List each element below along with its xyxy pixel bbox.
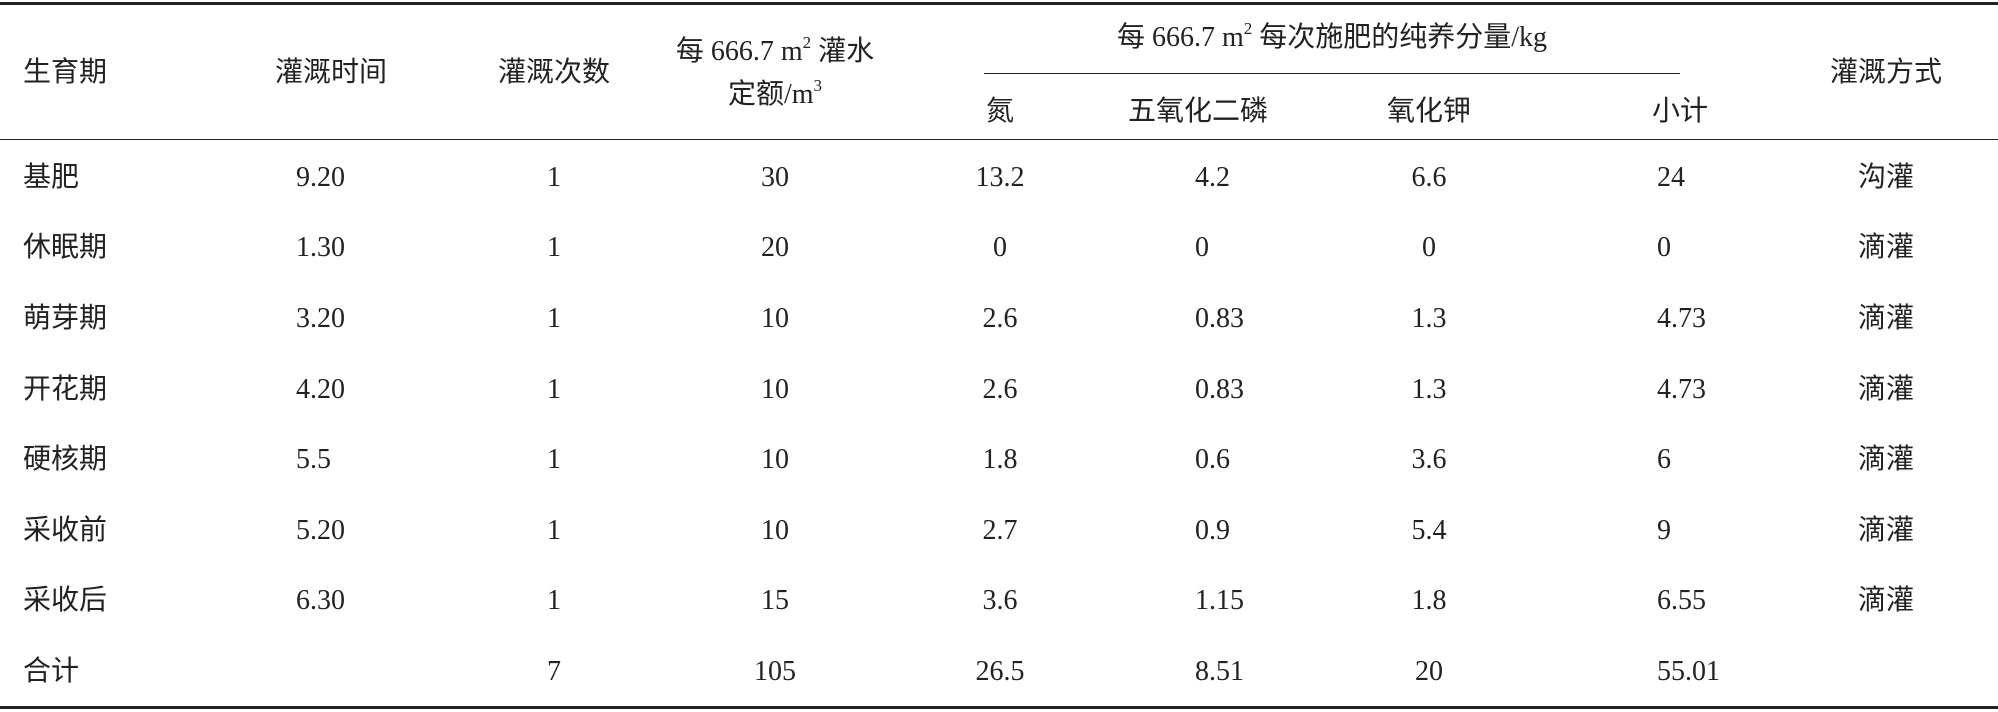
table-cell: 休眠期 <box>23 232 108 263</box>
table-cell: 滴灌 <box>1857 515 1915 546</box>
table-cell: 3.6 <box>982 585 1018 616</box>
table-cell: 合计 <box>23 656 80 687</box>
header-cell: 小计 <box>1651 96 1709 127</box>
header-cell: 氮 <box>985 96 1015 127</box>
table-cell: 5.4 <box>1411 515 1447 546</box>
table-cell: 2.7 <box>982 515 1018 546</box>
table-cell: 采收前 <box>23 515 108 546</box>
table-cell: 萌芽期 <box>23 303 108 334</box>
table-cell: 15 <box>761 585 789 616</box>
table-cell: 6.55 <box>1657 585 1706 616</box>
header-cell: 每 666.7 m2 灌水 <box>675 33 875 69</box>
table-cell: 5.20 <box>296 515 345 546</box>
table-cell: 沟灌 <box>1857 162 1915 193</box>
superscript: 3 <box>813 76 823 95</box>
table-cell: 7 <box>547 656 561 687</box>
header-text: 灌水 <box>811 36 875 67</box>
table-cell: 滴灌 <box>1857 444 1915 475</box>
table-cell: 1.3 <box>1411 374 1447 405</box>
table-cell: 1 <box>547 232 561 263</box>
table-cell: 9.20 <box>296 162 345 193</box>
table-cell: 基肥 <box>23 162 80 193</box>
table-cell: 10 <box>761 444 789 475</box>
table-cell: 硬核期 <box>23 444 108 475</box>
table-cell: 1.8 <box>1411 585 1447 616</box>
table-cell: 8.51 <box>1195 656 1244 687</box>
header-cell: 五氧化二磷 <box>1127 96 1269 127</box>
table-cell: 1.30 <box>296 232 345 263</box>
header-cell: 灌溉次数 <box>497 57 611 88</box>
table-cell: 3.6 <box>1411 444 1447 475</box>
table-cell: 1.8 <box>982 444 1018 475</box>
table-cell: 滴灌 <box>1857 374 1915 405</box>
table-cell: 1 <box>547 444 561 475</box>
table-cell: 6.30 <box>296 585 345 616</box>
header-cell: 氧化钾 <box>1386 96 1472 127</box>
table-cell: 4.73 <box>1657 303 1706 334</box>
table-cell: 10 <box>761 374 789 405</box>
table-cell: 滴灌 <box>1857 232 1915 263</box>
header-cell: 定额/m3 <box>727 76 823 112</box>
table-cell: 0 <box>993 232 1007 263</box>
table-cell: 1.3 <box>1411 303 1447 334</box>
table-cell: 5.5 <box>296 444 331 475</box>
header-text: 每 666.7 m <box>1116 22 1244 53</box>
table-cell: 0.9 <box>1195 515 1230 546</box>
table-cell: 1 <box>547 303 561 334</box>
header-cell: 生育期 <box>23 57 108 88</box>
table-cell: 开花期 <box>23 374 108 405</box>
table-cell: 4.20 <box>296 374 345 405</box>
table-cell: 13.2 <box>975 162 1025 193</box>
table-cell: 0.83 <box>1195 374 1244 405</box>
table-cell: 0 <box>1422 232 1436 263</box>
header-text: 定额/m <box>727 79 814 110</box>
table-cell: 26.5 <box>975 656 1025 687</box>
header-rule <box>0 139 1998 140</box>
table-cell: 10 <box>761 303 789 334</box>
table-cell: 0.83 <box>1195 303 1244 334</box>
group-rule <box>984 73 1680 74</box>
table-cell: 1.15 <box>1195 585 1244 616</box>
table-cell: 24 <box>1657 162 1685 193</box>
table-cell: 2.6 <box>982 303 1018 334</box>
table-cell: 4.73 <box>1657 374 1706 405</box>
table-cell: 30 <box>761 162 789 193</box>
top-rule <box>0 2 1998 5</box>
group-header: 每 666.7 m2 每次施肥的纯养分量/kg <box>1116 19 1548 55</box>
table-cell: 0 <box>1657 232 1671 263</box>
table-cell: 滴灌 <box>1857 303 1915 334</box>
header-cell: 灌溉方式 <box>1829 57 1943 88</box>
table-cell: 55.01 <box>1657 656 1720 687</box>
table-cell: 采收后 <box>23 585 108 616</box>
header-text: 每次施肥的纯养分量/kg <box>1252 22 1548 53</box>
table-cell: 0.6 <box>1195 444 1230 475</box>
superscript: 2 <box>802 33 812 52</box>
table-cell: 20 <box>1415 656 1443 687</box>
table-cell: 105 <box>754 656 796 687</box>
table-cell: 20 <box>761 232 789 263</box>
bottom-rule <box>0 706 1998 709</box>
table-cell: 9 <box>1657 515 1671 546</box>
superscript: 2 <box>1243 19 1253 38</box>
table-cell: 滴灌 <box>1857 585 1915 616</box>
table-cell: 4.2 <box>1195 162 1230 193</box>
table-cell: 1 <box>547 585 561 616</box>
header-cell: 灌溉时间 <box>274 57 388 88</box>
header-text: 每 666.7 m <box>675 36 803 67</box>
table-cell: 10 <box>761 515 789 546</box>
table-cell: 6 <box>1657 444 1671 475</box>
table-cell: 6.6 <box>1411 162 1447 193</box>
table-cell: 0 <box>1195 232 1209 263</box>
table-cell: 1 <box>547 515 561 546</box>
table-cell: 2.6 <box>982 374 1018 405</box>
table-cell: 3.20 <box>296 303 345 334</box>
table-cell: 1 <box>547 374 561 405</box>
table-cell: 1 <box>547 162 561 193</box>
